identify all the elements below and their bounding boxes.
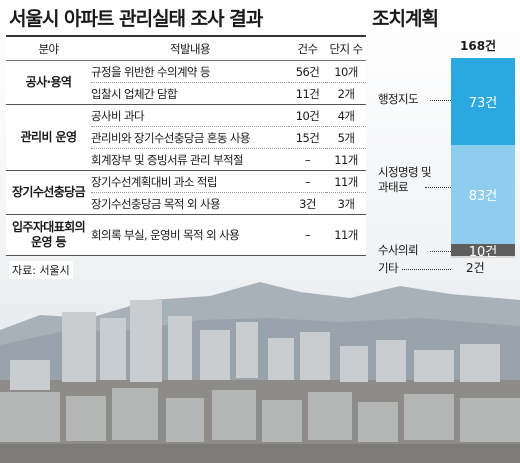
table-row: 관리비 운영 공사비 과다 10건 4개 xyxy=(6,104,366,171)
table-row: 장기수선충당금 목적 외 사용 3건 3개 xyxy=(6,192,366,215)
bar-value-label: 73건 xyxy=(468,96,498,112)
table-row: 관리비와 장기수선충당금 혼동 사용 15건 5개 xyxy=(6,126,366,149)
bar-category-label: 수사의뢰 xyxy=(378,243,419,258)
item-cell: 규정을 위반한 수의계약 등 xyxy=(91,60,289,83)
table-row: 회계장부 및 증빙서류 관리 부적절 – 11개 xyxy=(6,148,366,171)
bar-value-label: 83건 xyxy=(468,189,498,205)
complexes-cell: 3개 xyxy=(326,192,366,215)
leader-line xyxy=(425,187,451,188)
leader-line xyxy=(430,251,451,252)
source-note: 자료: 서울시 xyxy=(9,261,73,279)
item-cell: 장기수선충당금 목적 외 사용 xyxy=(91,192,289,215)
bar-value-label: 10건 xyxy=(468,244,498,260)
table-row: 입주자대표회의 운영 등 회의록 부실, 운영비 목적 외 사용 – 11개 xyxy=(6,214,366,256)
bar-value-label: 2건 xyxy=(466,261,485,275)
table-row: 장기수선충당금 장기수선계획대비 과소 적립 – 11개 xyxy=(6,170,366,215)
category-line: 입주자대표회의 xyxy=(11,220,86,234)
table-header-row: 분야 적발내용 건수 단지 수 xyxy=(6,35,366,61)
leader-line xyxy=(402,269,451,270)
bar-segment xyxy=(451,144,515,244)
count-cell: – xyxy=(289,214,326,256)
bar-category-label-line: 기타 xyxy=(378,261,399,275)
item-cell: 회의록 부실, 운영비 목적 외 사용 xyxy=(91,214,289,256)
header-complexes: 단지 수 xyxy=(326,35,366,61)
bar-category-label-line: 행정지도 xyxy=(378,92,419,106)
count-cell: 15건 xyxy=(289,126,326,149)
table-body: 공사·용역 규정을 위반한 수의계약 등 56건 10개 입찰시 업체간 담합 … xyxy=(6,60,366,256)
count-cell: 3건 xyxy=(289,192,326,215)
bar-segment xyxy=(451,58,515,145)
complexes-cell: 5개 xyxy=(326,126,366,149)
category-cell: 입주자대표회의 운영 등 xyxy=(6,214,91,256)
category-cell: 관리비 운영 xyxy=(6,104,91,171)
complexes-cell: 11개 xyxy=(326,148,366,171)
header-item: 적발내용 xyxy=(91,35,289,61)
table-row: 입찰시 업체간 담합 11건 2개 xyxy=(6,82,366,105)
category-cell: 공사·용역 xyxy=(6,60,91,105)
count-cell: 10건 xyxy=(289,104,326,127)
bar-segment xyxy=(451,243,515,256)
item-cell: 장기수선계획대비 과소 적립 xyxy=(91,170,289,193)
category-line: 공사·용역 xyxy=(25,75,72,89)
page-title: 서울시 아파트 관리실태 조사 결과 xyxy=(9,8,263,30)
bar-category-label-line: 수사의뢰 xyxy=(378,243,419,257)
category-line: 운영 등 xyxy=(31,235,67,249)
complexes-cell: 2개 xyxy=(326,82,366,105)
item-cell: 회계장부 및 증빙서류 관리 부적절 xyxy=(91,148,289,171)
item-cell: 공사비 과다 xyxy=(91,104,289,127)
complexes-cell: 11개 xyxy=(326,170,366,193)
complexes-cell: 11개 xyxy=(326,214,366,256)
complexes-cell: 10개 xyxy=(326,60,366,83)
total-label: 168건 xyxy=(460,39,497,53)
count-cell: 56건 xyxy=(289,60,326,83)
bar-category-label: 시정명령 및 과태료 xyxy=(378,165,432,195)
bar-category-label-line: 과태료 xyxy=(378,180,409,194)
bar-category-label-line: 시정명령 및 xyxy=(378,165,432,179)
header-count: 건수 xyxy=(289,35,326,61)
complexes-cell: 4개 xyxy=(326,104,366,127)
category-line: 장기수선충당금 xyxy=(11,185,86,199)
category-line: 관리비 운영 xyxy=(20,130,77,144)
table-row: 공사·용역 규정을 위반한 수의계약 등 56건 10개 xyxy=(6,60,366,105)
bar-segment xyxy=(451,255,515,258)
bar-category-label: 기타 xyxy=(378,261,399,276)
findings-table: 분야 적발내용 건수 단지 수 공사·용역 규정을 위반한 수의계약 등 56건… xyxy=(6,35,366,256)
item-cell: 입찰시 업체간 담합 xyxy=(91,82,289,105)
bar-category-label: 행정지도 xyxy=(378,92,419,107)
count-cell: 11건 xyxy=(289,82,326,105)
header-category: 분야 xyxy=(6,35,91,61)
count-cell: – xyxy=(289,148,326,171)
leader-line xyxy=(430,100,451,101)
side-chart-title: 조치계획 xyxy=(372,8,439,30)
item-cell: 관리비와 장기수선충당금 혼동 사용 xyxy=(91,126,289,149)
count-cell: – xyxy=(289,170,326,193)
category-cell: 장기수선충당금 xyxy=(6,170,91,215)
